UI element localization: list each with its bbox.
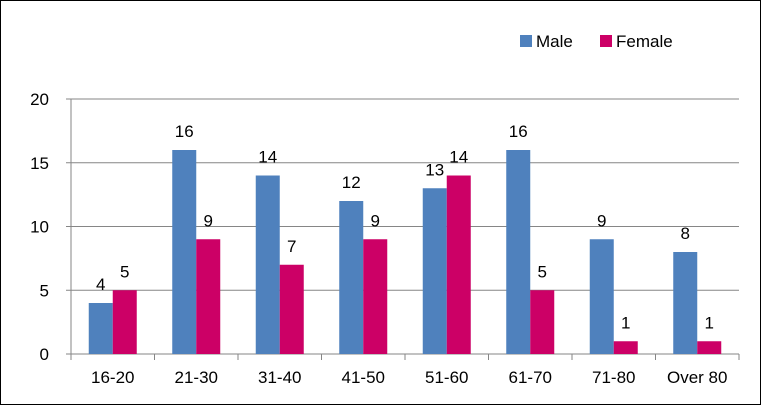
data-label-female: 9 [204,211,213,230]
data-label-male: 14 [258,148,277,167]
bar-male [172,150,196,354]
bar-female [363,239,387,354]
data-label-female: 1 [621,313,630,332]
x-tick-label: 41-50 [342,368,385,387]
x-tick-label: 21-30 [175,368,218,387]
data-label-male: 12 [342,173,361,192]
gridlines [71,99,739,290]
x-tick-label: 31-40 [258,368,301,387]
bar-male [423,188,447,354]
bar-male [590,239,614,354]
bar-male [506,150,530,354]
data-label-female: 5 [120,262,129,281]
bar-male [256,176,280,355]
legend-swatch-female [600,35,612,47]
x-tick-label: 51-60 [425,368,468,387]
data-label-male: 16 [509,122,528,141]
data-label-male: 9 [597,211,606,230]
x-tick-label: Over 80 [667,368,727,387]
data-label-female: 1 [705,313,714,332]
legend-label-male: Male [536,32,573,51]
x-tick-label: 61-70 [509,368,552,387]
data-label-female: 14 [449,148,468,167]
bar-female [196,239,220,354]
y-tick-label: 20 [30,90,49,109]
bar-female [113,290,137,354]
y-tick-label: 5 [40,281,49,300]
bar-female [697,341,721,354]
data-label-female: 9 [371,211,380,230]
bar-female [530,290,554,354]
bar-male [339,201,363,354]
data-label-male: 13 [425,160,444,179]
x-tick-label: 71-80 [592,368,635,387]
bar-male [89,303,113,354]
legend: Male Female [520,32,673,51]
bar-female [280,265,304,354]
legend-label-female: Female [616,32,673,51]
data-label-male: 4 [96,275,105,294]
data-label-male: 8 [681,224,690,243]
y-tick-label: 0 [40,345,49,364]
y-tick-label: 15 [30,154,49,173]
data-label-female: 5 [538,262,547,281]
bar-male [673,252,697,354]
legend-swatch-male [520,35,532,47]
y-tick-label: 10 [30,218,49,237]
data-label-male: 16 [175,122,194,141]
data-label-female: 7 [287,237,296,256]
bar-female [447,176,471,355]
bar-female [614,341,638,354]
x-tick-label: 16-20 [91,368,134,387]
